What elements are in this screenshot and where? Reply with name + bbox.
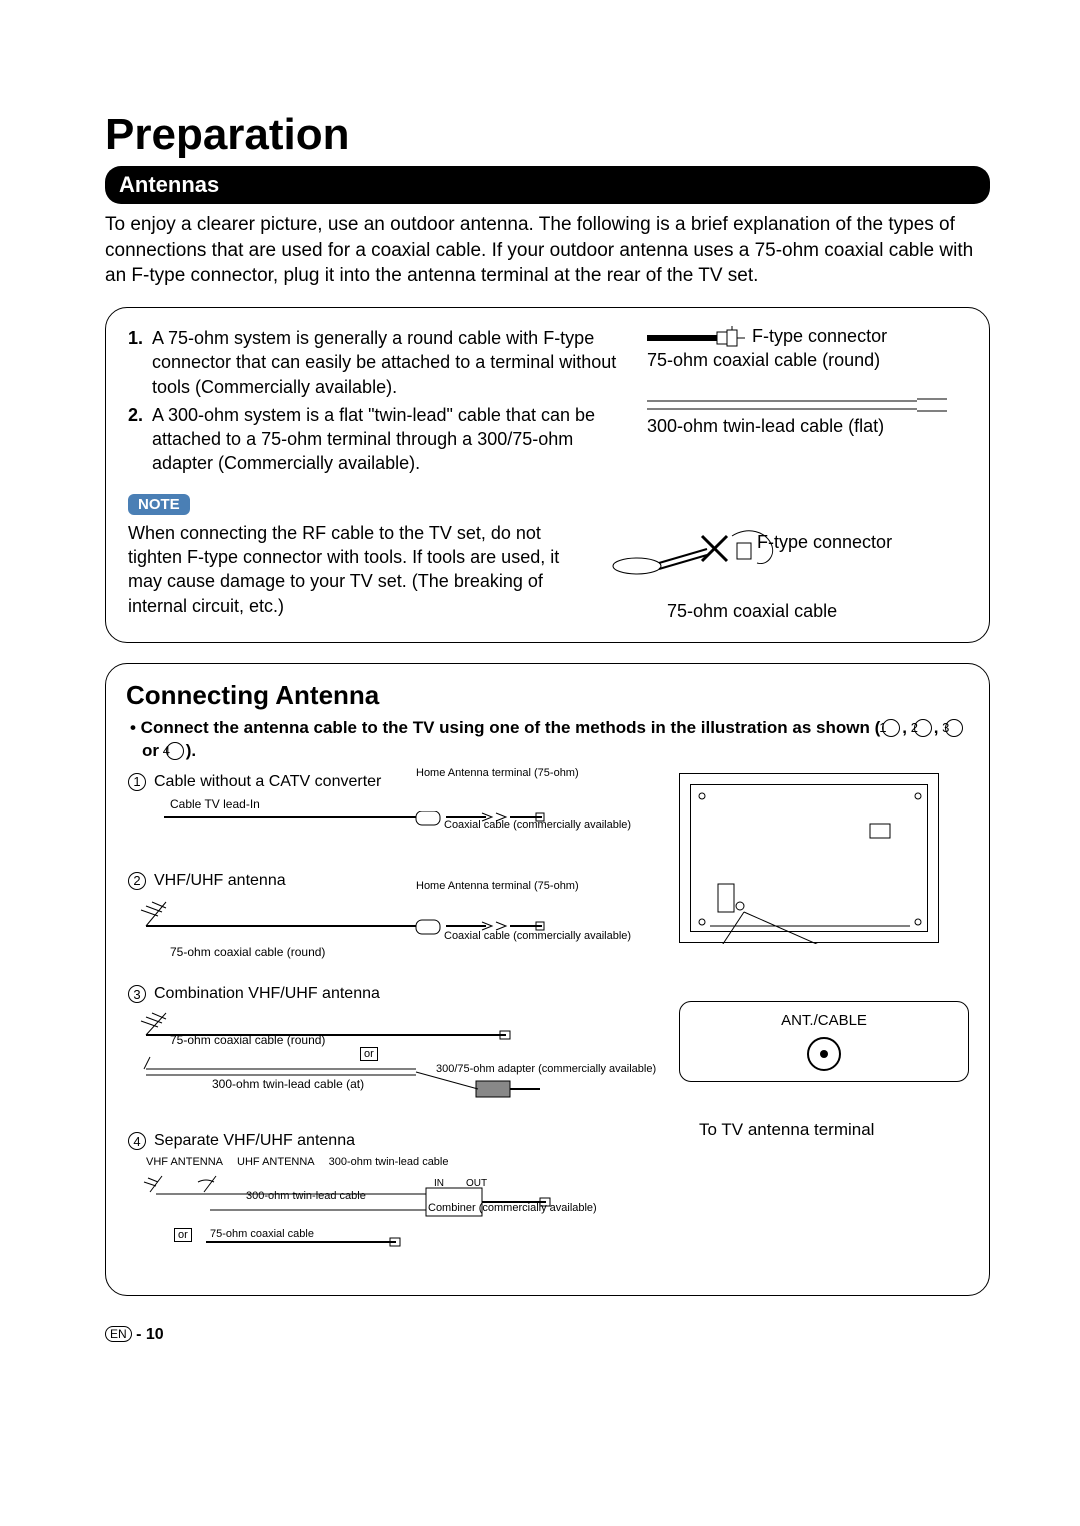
section-header-antennas: Antennas — [105, 166, 990, 204]
opt4-num-icon: 4 — [128, 1132, 146, 1150]
lang-badge: EN — [105, 1326, 132, 1342]
circled-2-icon: 2 — [914, 719, 932, 737]
twin300-cable-label-top: 300-ohm twin-lead cable — [329, 1156, 449, 1169]
twinlead-cable-icon — [647, 397, 947, 415]
coax-comm-label-2: Coaxial cable (commercially available) — [444, 930, 631, 943]
page-number: 10 — [146, 1326, 164, 1343]
note-ftype-label: F-type connector — [757, 532, 892, 552]
note-coax75-label: 75-ohm coaxial cable — [667, 601, 837, 621]
page-title: Preparation — [105, 110, 990, 160]
or-label-4: or — [174, 1228, 192, 1242]
coax75-round-label-2: 75-ohm coaxial cable (round) — [170, 945, 667, 959]
opt4-label: Separate VHF/UHF antenna — [154, 1132, 355, 1150]
opt3-label: Combination VHF/UHF antenna — [154, 985, 380, 1003]
cable-tv-leadin-label: Cable TV lead-In — [170, 797, 667, 811]
connecting-instruction: • Connect the antenna cable to the TV us… — [126, 717, 969, 763]
item-number-1: 1. — [128, 326, 152, 399]
intro-paragraph: To enjoy a clearer picture, use an outdo… — [105, 212, 990, 289]
to-tv-terminal-label: To TV antenna terminal — [699, 1120, 969, 1140]
ant-cable-label: ANT./CABLE — [690, 1012, 958, 1029]
uhf-antenna-label: UHF ANTENNA — [237, 1156, 315, 1169]
coax75-label-4: 75-ohm coaxial cable — [210, 1228, 314, 1241]
connection-options-diagram: 1 Cable without a CATV converter Cable T… — [126, 773, 667, 1279]
opt3-num-icon: 3 — [128, 985, 146, 1003]
tv-rear-diagram: ANT./CABLE To TV antenna terminal — [679, 773, 969, 1279]
page-footer: EN - 10 — [105, 1326, 990, 1344]
connecting-antenna-box: Connecting Antenna • Connect the antenna… — [105, 663, 990, 1296]
out-label: OUT — [466, 1178, 487, 1189]
antenna-info-box: 1. A 75-ohm system is generally a round … — [105, 307, 990, 643]
circled-3-icon: 3 — [945, 719, 963, 737]
opt1-label: Cable without a CATV converter — [154, 773, 381, 791]
ftype-connector-icon — [647, 326, 747, 350]
note-text: When connecting the RF cable to the TV s… — [128, 521, 587, 622]
opt1-num-icon: 1 — [128, 773, 146, 791]
note-badge: NOTE — [128, 494, 190, 515]
home-antenna-terminal-label-1: Home Antenna terminal (75-ohm) — [416, 767, 579, 780]
numbered-list: 1. A 75-ohm system is generally a round … — [128, 326, 627, 480]
vhf-antenna-label: VHF ANTENNA — [146, 1156, 223, 1169]
item-number-2: 2. — [128, 403, 152, 476]
or-label-3: or — [360, 1047, 378, 1061]
coax75-round-label-3: 75-ohm coaxial cable (round) — [170, 1033, 325, 1047]
cable-illustrations: F-type connector 75-ohm coaxial cable (r… — [647, 326, 967, 480]
tv-rear-icon — [679, 773, 939, 943]
opt2-num-icon: 2 — [128, 872, 146, 890]
opt3-antenna-icon — [126, 1009, 546, 1109]
twin300-at-label: 300-ohm twin-lead cable (at) — [212, 1077, 364, 1091]
item-text-1: A 75-ohm system is generally a round cab… — [152, 326, 627, 399]
twin300-label: 300-ohm twin-lead cable (flat) — [647, 416, 884, 436]
opt2-label: VHF/UHF antenna — [154, 872, 286, 890]
connecting-title: Connecting Antenna — [126, 680, 969, 711]
circled-1-icon: 1 — [882, 719, 900, 737]
ftype-label: F-type connector — [752, 326, 887, 346]
in-label: IN — [434, 1178, 444, 1189]
note-illustration: F-type connector 75-ohm coaxial cable — [607, 521, 967, 622]
circled-4-icon: 4 — [166, 742, 184, 760]
coax-comm-label-1: Coaxial cable (commercially available) — [444, 819, 631, 832]
ant-cable-callout: ANT./CABLE — [679, 1001, 969, 1082]
home-antenna-terminal-label-2: Home Antenna terminal (75-ohm) — [416, 880, 579, 893]
adapter-label: 300/75-ohm adapter (commercially availab… — [436, 1063, 656, 1076]
combiner-label: Combiner (commercially available) — [428, 1202, 597, 1215]
footer-sep: - — [136, 1326, 141, 1343]
coax75-label: 75-ohm coaxial cable (round) — [647, 350, 880, 370]
coax-jack-icon — [807, 1037, 841, 1071]
item-text-2: A 300-ohm system is a flat "twin-lead" c… — [152, 403, 627, 476]
twin300-cable-label-mid: 300-ohm twin-lead cable — [246, 1190, 366, 1203]
